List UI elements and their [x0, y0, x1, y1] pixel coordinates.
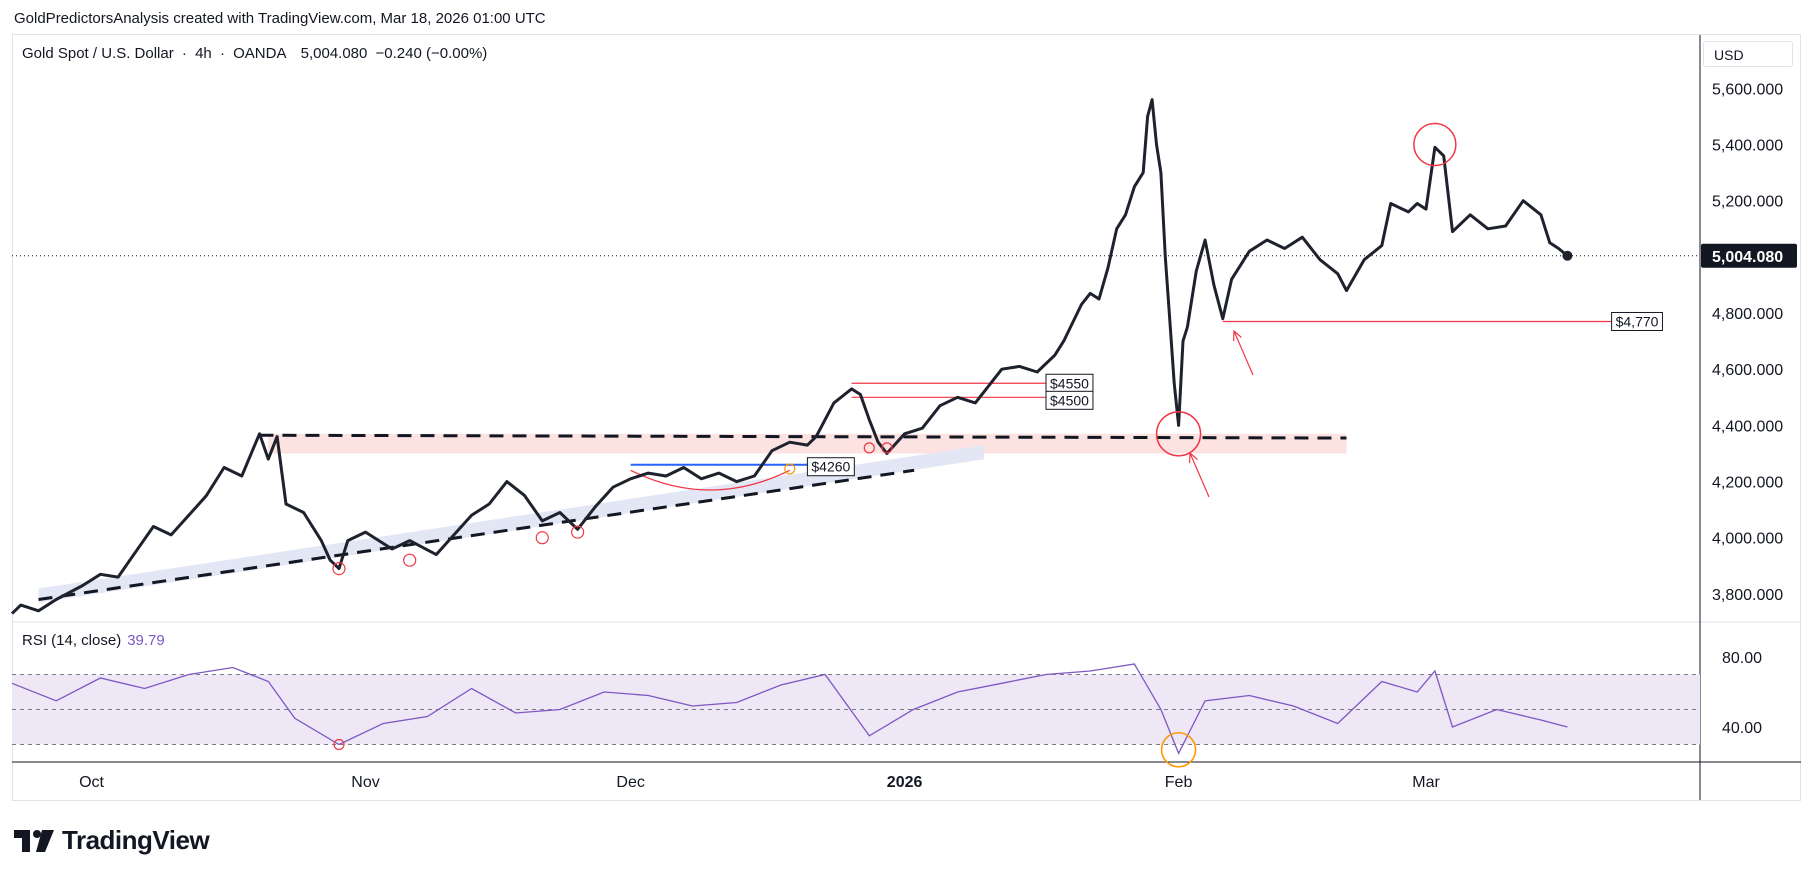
symbol-change: −0.240 (−0.00%)	[375, 45, 488, 62]
y-tick-0: 5,600.000	[1712, 81, 1783, 98]
swing-low-marker-3	[535, 531, 549, 545]
swing-low-marker-1	[332, 562, 346, 576]
price-label-4770-text: $4,770	[1616, 313, 1659, 329]
currency-selector[interactable]: USD	[1703, 41, 1793, 67]
price-label-4770-frame	[1611, 311, 1663, 331]
arrow-retest	[1233, 330, 1254, 376]
swing-low-marker-5	[863, 442, 875, 454]
y-tick-7: 4,200.000	[1712, 475, 1783, 492]
y-tick-8: 4,000.000	[1712, 531, 1783, 548]
y-tick-1: 5,400.000	[1712, 138, 1783, 155]
breakout-marker	[784, 463, 796, 475]
swing-low-marker-4	[571, 525, 585, 539]
arrow-bottom-head	[1188, 451, 1198, 464]
y-tick-9: 3,800.000	[1712, 587, 1783, 604]
last-price-badge	[1701, 243, 1797, 268]
rsi-oversold-marker	[1160, 731, 1197, 768]
tradingview-logo-icon	[14, 829, 54, 852]
symbol-interval: 4h	[195, 45, 212, 62]
top-circle	[1413, 122, 1457, 167]
symbol-separator: ·	[181, 45, 187, 62]
price-label-4260-text: $4260	[811, 459, 850, 475]
symbol-separator-2: ·	[219, 45, 225, 62]
symbol-name: Gold Spot / U.S. Dollar	[22, 45, 174, 62]
x-tick-nov: Nov	[351, 774, 379, 791]
price-label-4500: $4500	[1045, 390, 1094, 410]
support-trendline	[38, 468, 915, 602]
symbol-last-price: 5,004.080	[300, 45, 368, 62]
x-tick-dec: Dec	[616, 774, 644, 791]
y-tick-4: 4,800.000	[1712, 306, 1783, 323]
last-price-badge-text: 5,004.080	[1712, 249, 1783, 266]
price-label-4550: $4550	[1045, 373, 1094, 393]
price-label-4260: $4260	[806, 457, 855, 477]
y-tick-6: 4,400.000	[1712, 418, 1783, 435]
rsi-legend[interactable]: RSI (14, close) 39.79	[22, 632, 165, 649]
arrow-retest-head	[1232, 329, 1242, 342]
arrow-bottom	[1189, 452, 1210, 498]
y-tick-2: 5,200.000	[1712, 194, 1783, 211]
price-label-4500-text: $4500	[1050, 392, 1089, 408]
bottom-circle	[1155, 411, 1202, 457]
swing-low-marker-2	[403, 553, 417, 567]
chart-frame	[12, 34, 1801, 801]
x-tick-oct: Oct	[79, 774, 104, 791]
rsi-value: 39.79	[127, 632, 165, 649]
x-tick-2026: 2026	[887, 774, 923, 791]
price-label-4770: $4,770	[1611, 311, 1663, 331]
x-tick-feb: Feb	[1165, 774, 1193, 791]
symbol-broker: OANDA	[233, 45, 287, 62]
brand-name: TradingView	[62, 825, 210, 855]
rsi-tick-1: 40.00	[1722, 720, 1762, 737]
price-label-4260-frame	[806, 457, 855, 477]
chart-credit: GoldPredictorsAnalysis created with Trad…	[14, 10, 546, 27]
swing-low-marker-6	[881, 442, 893, 454]
rsi-low-marker	[333, 738, 345, 751]
price-label-4500-frame	[1045, 390, 1094, 410]
last-price-dot	[1562, 250, 1573, 261]
price-series-line	[10, 98, 1569, 615]
resistance-dashed-line	[259, 433, 1347, 440]
rsi-label: RSI (14, close)	[22, 632, 122, 649]
price-label-4550-text: $4550	[1050, 375, 1089, 391]
rsi-tick-0: 80.00	[1722, 650, 1762, 667]
cup-arc	[630, 469, 791, 491]
x-tick-mar: Mar	[1412, 774, 1440, 791]
rsi-line	[11, 663, 1568, 755]
tradingview-logo[interactable]: TradingView	[14, 825, 210, 856]
y-tick-5: 4,600.000	[1712, 362, 1783, 379]
symbol-legend[interactable]: Gold Spot / U.S. Dollar · 4h · OANDA 5,0…	[22, 45, 491, 62]
